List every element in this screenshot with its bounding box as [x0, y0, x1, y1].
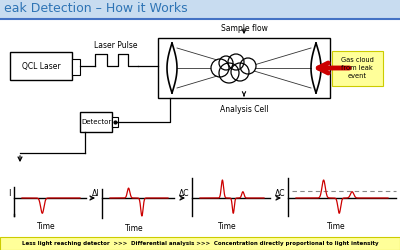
Text: Time: Time [37, 222, 56, 231]
Text: Laser Pulse: Laser Pulse [94, 41, 138, 50]
Circle shape [228, 54, 244, 70]
Circle shape [219, 63, 239, 83]
Text: Time: Time [327, 222, 346, 231]
Bar [72, 59, 80, 75]
Circle shape [240, 58, 256, 74]
Text: Time: Time [125, 224, 144, 233]
Text: ΔC: ΔC [274, 190, 285, 198]
Circle shape [219, 56, 233, 70]
Bar [158, 38, 330, 98]
Text: Sample flow: Sample flow [220, 24, 268, 33]
Bar [80, 112, 112, 132]
Text: Detector: Detector [81, 119, 111, 125]
Text: QCL Laser: QCL Laser [22, 62, 60, 70]
Circle shape [211, 59, 229, 77]
Circle shape [231, 63, 249, 81]
FancyBboxPatch shape [332, 50, 382, 86]
FancyBboxPatch shape [0, 237, 400, 250]
Text: I: I [8, 190, 11, 198]
Bar [112, 117, 118, 127]
Text: Analysis Cell: Analysis Cell [220, 105, 268, 114]
Text: Less light reaching detector  >>>  Differential analysis >>>  Concentration dire: Less light reaching detector >>> Differe… [22, 241, 378, 246]
Text: ΔC: ΔC [178, 190, 189, 198]
Text: ΔI: ΔI [92, 190, 99, 198]
Text: Time: Time [218, 222, 236, 231]
FancyBboxPatch shape [0, 0, 400, 18]
Bar [10, 52, 72, 80]
Text: Gas cloud
from leak
event: Gas cloud from leak event [340, 58, 374, 78]
Text: eak Detection – How it Works: eak Detection – How it Works [4, 2, 188, 16]
